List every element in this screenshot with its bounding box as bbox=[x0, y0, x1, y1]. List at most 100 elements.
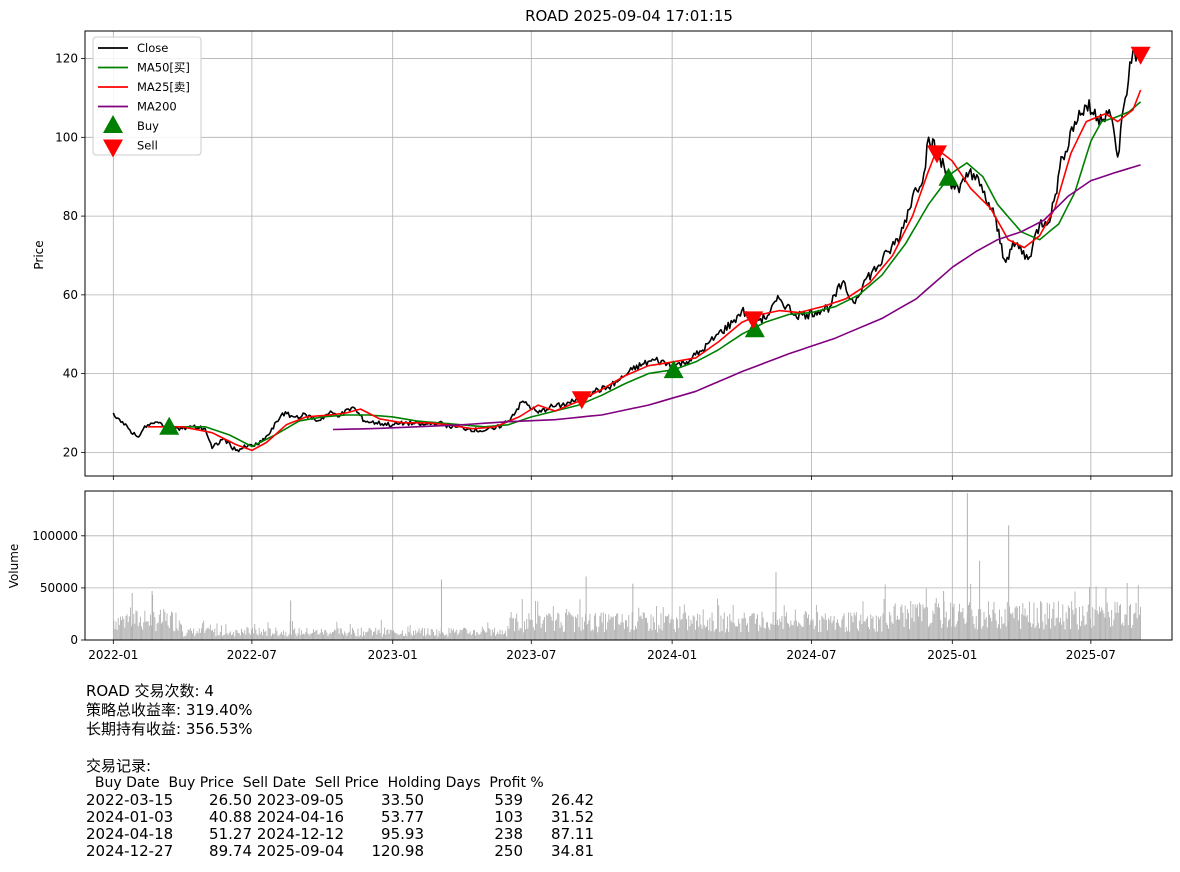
volume-bar bbox=[396, 633, 398, 640]
volume-bar bbox=[143, 622, 145, 640]
volume-bar bbox=[304, 634, 306, 640]
volume-bar bbox=[870, 614, 872, 640]
volume-bar bbox=[410, 634, 412, 640]
volume-bar bbox=[435, 635, 437, 640]
volume-bar bbox=[278, 635, 280, 640]
volume-bar bbox=[1064, 629, 1066, 640]
volume-bar bbox=[177, 630, 179, 640]
volume-bar bbox=[714, 629, 716, 640]
volume-bar bbox=[257, 635, 259, 640]
volume-bar bbox=[351, 627, 353, 640]
volume-bar bbox=[723, 612, 725, 640]
volume-bar bbox=[710, 631, 712, 640]
volume-bar bbox=[296, 636, 298, 640]
volume-bar bbox=[951, 626, 953, 640]
volume-bar bbox=[802, 626, 804, 640]
volume-bar bbox=[1094, 609, 1096, 640]
volume-bar bbox=[173, 630, 175, 640]
volume-bar bbox=[876, 631, 878, 640]
volume-bar bbox=[171, 611, 172, 640]
volume-bar bbox=[388, 633, 390, 640]
volume-bar bbox=[1011, 614, 1013, 640]
volume-bar bbox=[841, 619, 843, 640]
volume-bar bbox=[667, 616, 669, 640]
volume-bar bbox=[1084, 625, 1086, 640]
sell-marker bbox=[571, 391, 592, 410]
volume-bar bbox=[930, 623, 932, 640]
volume-bar bbox=[373, 632, 374, 640]
volume-bar bbox=[426, 634, 428, 640]
buy-marker bbox=[159, 416, 180, 435]
volume-bar bbox=[399, 634, 401, 640]
summary-stats: ROAD 交易次数: 4 策略总收益率: 319.40% 长期持有收益: 356… bbox=[86, 682, 253, 739]
volume-bar bbox=[844, 631, 846, 640]
volume-bar bbox=[1053, 602, 1055, 640]
legend-label: Buy bbox=[137, 119, 159, 133]
volume-bar bbox=[141, 626, 142, 640]
volume-bar bbox=[1033, 602, 1035, 640]
volume-bar bbox=[458, 632, 460, 640]
volume-bar bbox=[1134, 612, 1136, 640]
volume-bar bbox=[1054, 625, 1056, 640]
volume-bar bbox=[1040, 601, 1042, 640]
volume-bar bbox=[1078, 606, 1080, 640]
volume-bar bbox=[827, 630, 828, 640]
volume-bar bbox=[389, 629, 391, 640]
volume-bar bbox=[220, 625, 222, 640]
volume-bar bbox=[1116, 602, 1118, 640]
volume-bar bbox=[946, 627, 948, 640]
volume-bar bbox=[878, 616, 879, 640]
volume-bar bbox=[314, 631, 316, 640]
volume-bar bbox=[804, 610, 806, 640]
volume-bar bbox=[522, 632, 524, 640]
volume-bar bbox=[811, 621, 813, 640]
volume-bar bbox=[712, 620, 714, 640]
chart-figure: 2022-01 2022-07 2023-01 2023-07 2024-01 2024-… bbox=[7, 7, 1173, 662]
volume-bar bbox=[706, 626, 707, 640]
volume-bar bbox=[1047, 618, 1049, 640]
volume-bar bbox=[601, 622, 603, 640]
volume-bar bbox=[801, 627, 803, 640]
volume-bar bbox=[603, 632, 605, 640]
volume-bar bbox=[1071, 601, 1073, 640]
volume-bar bbox=[1021, 614, 1023, 640]
volume-bar bbox=[187, 629, 189, 640]
volume-bar bbox=[730, 620, 732, 640]
volume-bar bbox=[270, 635, 272, 640]
volume-bar bbox=[1125, 614, 1127, 640]
volume-bar bbox=[576, 618, 578, 640]
volume-bar bbox=[660, 613, 662, 640]
volume-bar bbox=[1093, 625, 1095, 640]
volume-bar bbox=[817, 612, 818, 640]
volume-bar bbox=[1026, 615, 1028, 640]
trade-markers bbox=[159, 46, 1151, 435]
volume-bar bbox=[1039, 628, 1040, 640]
volume-bar bbox=[383, 633, 384, 640]
volume-bar bbox=[681, 618, 683, 640]
volume-bar bbox=[350, 634, 352, 640]
volume-bar bbox=[659, 628, 661, 640]
volume-bar bbox=[490, 635, 492, 640]
volume-bar bbox=[1091, 627, 1093, 640]
volume-bar bbox=[153, 611, 155, 640]
volume-bar bbox=[860, 614, 862, 640]
volume-bar bbox=[127, 622, 129, 640]
volume-bar bbox=[331, 632, 333, 640]
volume-bar bbox=[910, 600, 912, 640]
table-cell: 26.42 bbox=[551, 791, 594, 809]
volume-bar bbox=[504, 633, 505, 640]
table-row: 2024-12-27 89.74 2025-09-04 120.98 250 34.81 bbox=[86, 843, 594, 860]
volume-bar bbox=[255, 629, 257, 640]
volume-bar bbox=[340, 628, 342, 640]
volume-bar bbox=[149, 614, 151, 640]
table-cell: 2023-09-05 bbox=[256, 791, 344, 809]
axes: 2022-01 2022-07 2023-01 2023-07 2024-01 2024-… bbox=[32, 30, 1173, 662]
volume-bar bbox=[203, 620, 205, 640]
volume-bar bbox=[1027, 621, 1029, 640]
volume-bar bbox=[794, 609, 796, 640]
volume-bar bbox=[532, 627, 534, 640]
volume-bar bbox=[234, 636, 236, 640]
volume-bar bbox=[253, 633, 255, 640]
volume-bar bbox=[404, 635, 406, 640]
volume-bar bbox=[847, 631, 848, 640]
